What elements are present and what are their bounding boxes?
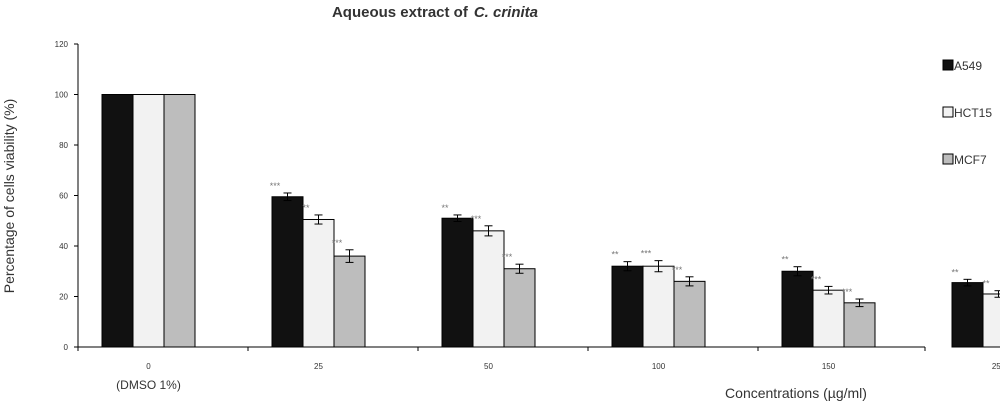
chart-title-species: C. crinita (474, 4, 538, 21)
legend-swatch-a549 (942, 59, 954, 71)
bar-mcf7 (843, 302, 876, 348)
significance-marker: ** (441, 203, 449, 213)
legend: A549 HCT15 MCF7 (942, 59, 992, 167)
chart-title-main: Aqueous extract of (332, 4, 469, 21)
bar-a549 (781, 270, 814, 348)
significance-marker: *** (811, 274, 822, 284)
x-tick-label: 25 (314, 362, 323, 371)
x-tick-note: (DMSO 1%) (116, 378, 181, 392)
y-tick-label: 20 (59, 293, 68, 302)
bar-a549 (951, 282, 984, 348)
y-tick-label: 120 (55, 40, 69, 49)
chart-title: Aqueous extract of C. crinita (332, 4, 538, 21)
y-tick-label: 40 (59, 242, 68, 251)
significance-marker: ** (982, 279, 990, 289)
x-tick-label: 50 (484, 362, 493, 371)
significance-marker: ** (781, 255, 789, 265)
bar-hct15 (642, 265, 675, 348)
legend-swatch-mcf7 (942, 153, 954, 165)
y-axis-label: Percentage of cells viability (%) (1, 99, 17, 294)
x-tick-label: 0 (146, 362, 151, 371)
significance-marker: *** (641, 249, 652, 259)
bar-a549 (271, 196, 304, 348)
bar-a549 (441, 217, 474, 348)
legend-swatch-hct15 (942, 106, 954, 118)
x-tick-label: 250 (992, 362, 1000, 371)
legend-label-hct15: HCT15 (954, 106, 992, 120)
significance-marker: *** (471, 214, 482, 224)
significance-marker: *** (332, 238, 343, 248)
bar-mcf7 (503, 268, 536, 348)
bar-hct15 (302, 218, 335, 348)
x-axis-label: Concentrations (µg/ml) (725, 385, 867, 401)
legend-label-mcf7: MCF7 (954, 153, 987, 167)
bar-mcf7 (673, 280, 706, 348)
bar-mcf7 (163, 94, 196, 348)
bar-hct15 (982, 293, 1000, 348)
bar-mcf7 (333, 255, 366, 348)
significance-marker: *** (502, 252, 513, 262)
significance-marker: *** (672, 265, 683, 275)
y-tick-label: 60 (59, 192, 68, 201)
x-tick-label: 100 (652, 362, 666, 371)
bar-a549 (101, 94, 134, 348)
significance-marker: ** (302, 203, 310, 213)
significance-marker: ** (611, 250, 619, 260)
y-tick-label: 0 (64, 343, 69, 352)
bar-hct15 (472, 230, 505, 348)
significance-marker: ** (951, 267, 959, 277)
y-tick-label: 100 (55, 91, 69, 100)
legend-label-a549: A549 (954, 59, 982, 73)
x-tick-label: 150 (822, 362, 836, 371)
significance-marker: *** (270, 181, 281, 191)
significance-marker: *** (842, 287, 853, 297)
bar-hct15 (132, 94, 165, 348)
bar-hct15 (812, 289, 845, 348)
y-tick-label: 80 (59, 141, 68, 150)
bar-a549 (611, 265, 644, 348)
